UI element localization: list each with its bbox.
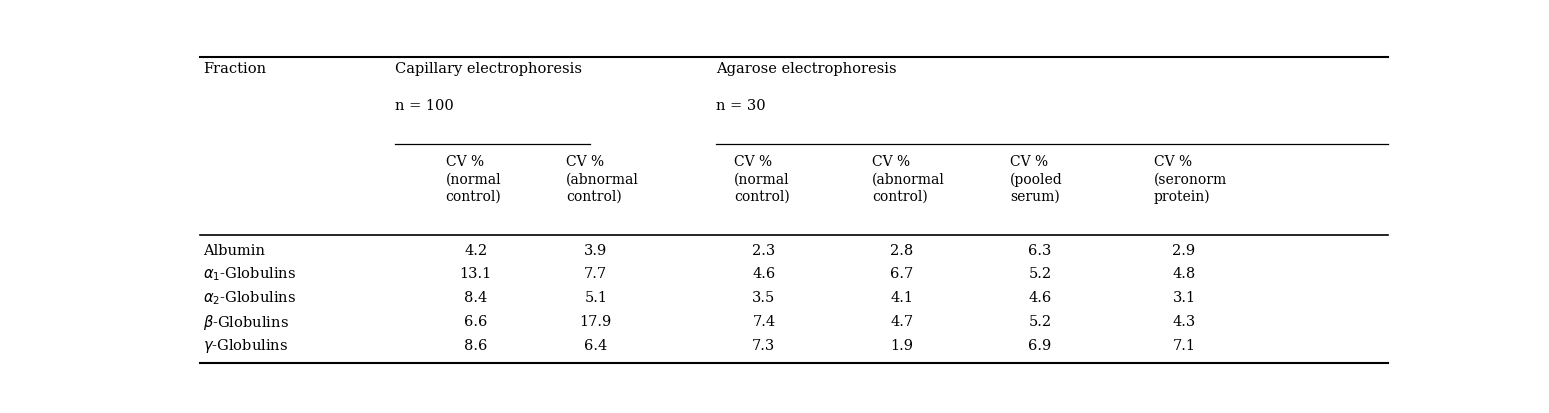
Text: Fraction: Fraction	[203, 62, 266, 76]
Text: CV %
(abnormal
control): CV % (abnormal control)	[565, 154, 638, 203]
Text: 4.7: 4.7	[891, 314, 914, 328]
Text: 13.1: 13.1	[460, 267, 493, 281]
Text: 5.1: 5.1	[584, 291, 607, 305]
Text: 4.6: 4.6	[753, 267, 776, 281]
Text: CV %
(pooled
serum): CV % (pooled serum)	[1010, 154, 1063, 204]
Text: 8.6: 8.6	[465, 338, 488, 352]
Text: 4.2: 4.2	[465, 243, 488, 257]
Text: 3.5: 3.5	[753, 291, 776, 305]
Text: 6.7: 6.7	[891, 267, 914, 281]
Text: 7.4: 7.4	[753, 314, 776, 328]
Text: 5.2: 5.2	[1029, 267, 1052, 281]
Text: 7.3: 7.3	[753, 338, 776, 352]
Text: CV %
(normal
control): CV % (normal control)	[446, 154, 502, 203]
Text: 2.3: 2.3	[753, 243, 776, 257]
Text: Capillary electrophoresis: Capillary electrophoresis	[395, 62, 582, 76]
Text: CV %
(seronorm
protein): CV % (seronorm protein)	[1154, 154, 1227, 204]
Text: 3.9: 3.9	[584, 243, 607, 257]
Text: n = 30: n = 30	[716, 99, 765, 113]
Text: 6.4: 6.4	[584, 338, 607, 352]
Text: 7.7: 7.7	[584, 267, 607, 281]
Text: 5.2: 5.2	[1029, 314, 1052, 328]
Text: 1.9: 1.9	[891, 338, 914, 352]
Text: 4.8: 4.8	[1173, 267, 1196, 281]
Text: Albumin: Albumin	[203, 243, 265, 257]
Text: CV %
(abnormal
control): CV % (abnormal control)	[872, 154, 945, 203]
Text: CV %
(normal
control): CV % (normal control)	[734, 154, 790, 203]
Text: 7.1: 7.1	[1173, 338, 1196, 352]
Text: n = 100: n = 100	[395, 99, 454, 113]
Text: 6.6: 6.6	[465, 314, 488, 328]
Text: 4.3: 4.3	[1173, 314, 1196, 328]
Text: 4.1: 4.1	[891, 291, 914, 305]
Text: 4.6: 4.6	[1029, 291, 1052, 305]
Text: 2.8: 2.8	[891, 243, 914, 257]
Text: 3.1: 3.1	[1173, 291, 1196, 305]
Text: 2.9: 2.9	[1173, 243, 1196, 257]
Text: $\alpha_1$-Globulins: $\alpha_1$-Globulins	[203, 265, 296, 282]
Text: $\beta$-Globulins: $\beta$-Globulins	[203, 312, 290, 331]
Text: 6.3: 6.3	[1029, 243, 1052, 257]
Text: Agarose electrophoresis: Agarose electrophoresis	[716, 62, 897, 76]
Text: 6.9: 6.9	[1029, 338, 1052, 352]
Text: $\alpha_2$-Globulins: $\alpha_2$-Globulins	[203, 289, 296, 306]
Text: 8.4: 8.4	[465, 291, 488, 305]
Text: $\gamma$-Globulins: $\gamma$-Globulins	[203, 336, 288, 354]
Text: 17.9: 17.9	[579, 314, 612, 328]
